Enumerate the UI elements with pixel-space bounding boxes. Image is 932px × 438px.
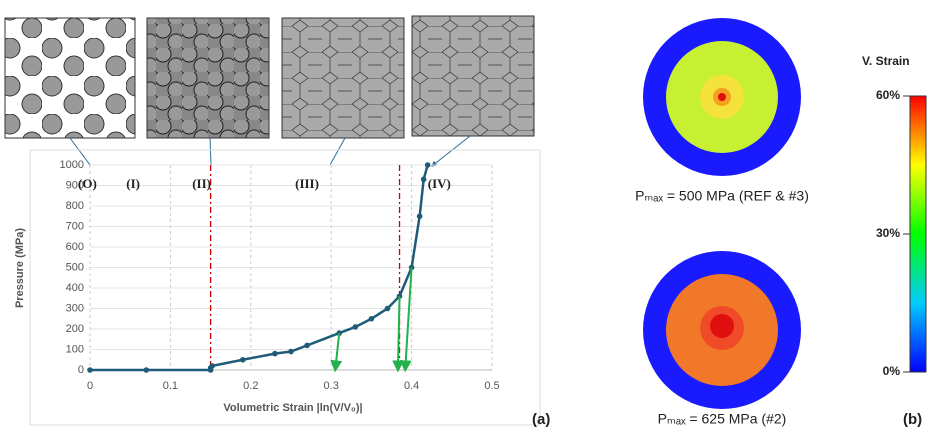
colorbar-tick-label: 30% xyxy=(876,226,900,240)
y-tick-label: 0 xyxy=(78,364,84,376)
data-point xyxy=(425,162,431,168)
data-point xyxy=(353,324,359,330)
colorbar xyxy=(910,96,926,372)
micro-images xyxy=(5,16,534,166)
colorbar-title: V. Strain xyxy=(862,54,910,68)
y-tick-label: 1000 xyxy=(60,159,84,171)
y-axis-title: Pressure (MPa) xyxy=(14,228,26,308)
panel-label: (b) xyxy=(903,411,922,428)
data-point xyxy=(272,351,278,357)
region-label: (I) xyxy=(126,176,140,191)
data-point xyxy=(417,213,423,219)
x-tick-label: 0.3 xyxy=(324,380,339,392)
contour-bottom xyxy=(643,251,801,409)
figure: 0100200300400500600700800900100000.10.20… xyxy=(0,0,932,433)
y-tick-label: 500 xyxy=(66,261,84,273)
x-axis-title: Volumetric Strain |ln(V/V₀)| xyxy=(223,402,362,414)
region-label: (III) xyxy=(295,176,319,191)
y-tick-label: 300 xyxy=(66,302,84,314)
y-tick-label: 600 xyxy=(66,241,84,253)
data-point xyxy=(421,177,427,183)
data-point xyxy=(209,363,215,369)
colorbar-tick-label: 60% xyxy=(876,88,900,102)
data-point xyxy=(304,343,310,349)
data-point xyxy=(87,367,93,373)
data-point xyxy=(143,367,149,373)
region-label: (II) xyxy=(192,176,211,191)
x-tick-label: 0.2 xyxy=(243,380,258,392)
unloading-line xyxy=(335,333,339,370)
contour-label: Pₘₐₓ = 500 MPa (REF & #3) xyxy=(635,188,809,204)
region-label: (O) xyxy=(78,176,97,191)
contour-top xyxy=(643,18,801,176)
contour-label: Pₘₐₓ = 625 MPa (#2) xyxy=(658,411,787,427)
x-tick-label: 0.4 xyxy=(404,380,419,392)
data-point xyxy=(240,357,246,363)
region-label: (IV) xyxy=(428,176,451,191)
y-tick-label: 400 xyxy=(66,282,84,294)
y-tick-label: 200 xyxy=(66,323,84,335)
data-point xyxy=(288,349,294,355)
x-tick-label: 0.5 xyxy=(484,380,499,392)
y-tick-label: 100 xyxy=(66,343,84,355)
x-tick-label: 0 xyxy=(87,380,93,392)
data-point xyxy=(385,306,391,312)
x-tick-label: 0.1 xyxy=(163,380,178,392)
colorbar-tick-label: 0% xyxy=(883,364,901,378)
data-point xyxy=(369,316,375,322)
y-tick-label: 800 xyxy=(66,200,84,212)
y-tick-label: 700 xyxy=(66,220,84,232)
panel-label: (a) xyxy=(532,411,550,428)
unloading-line xyxy=(398,296,400,370)
